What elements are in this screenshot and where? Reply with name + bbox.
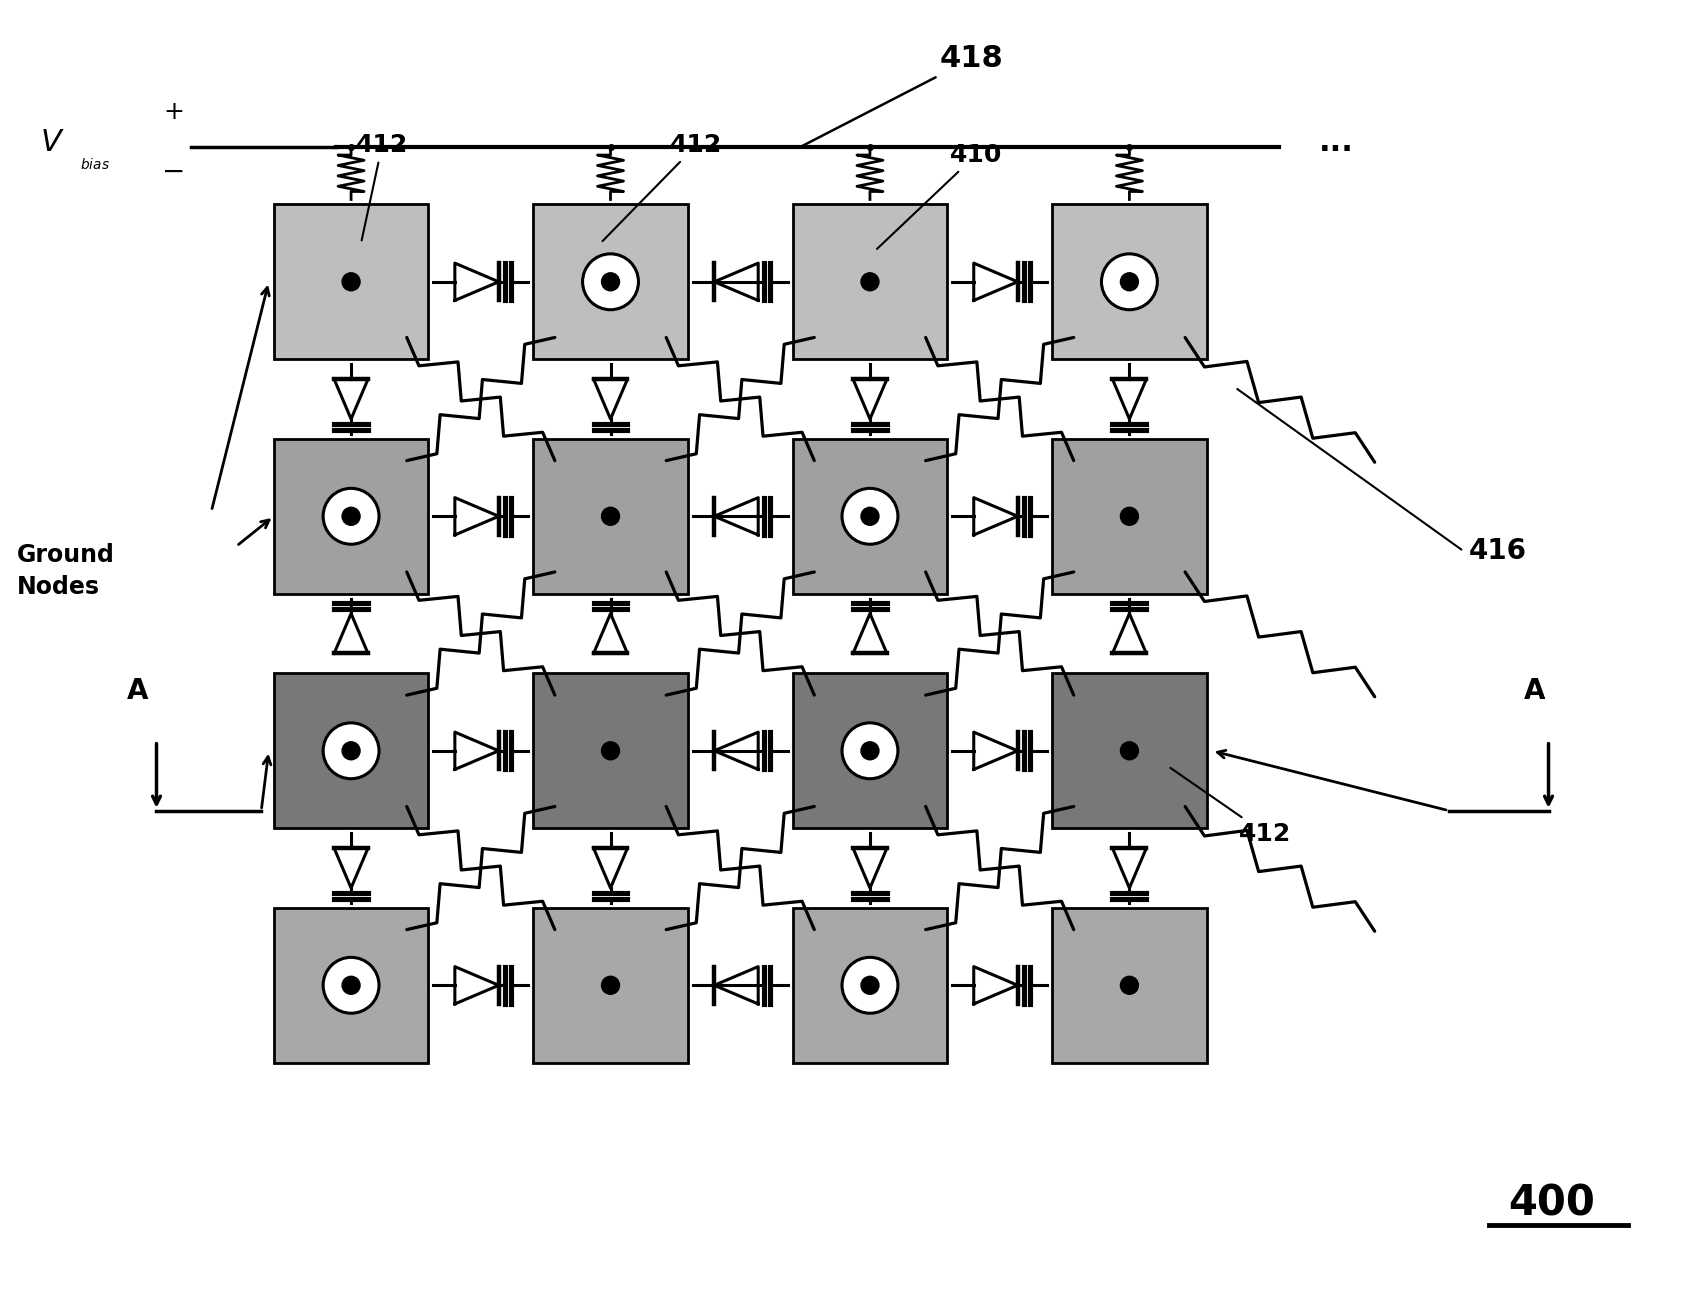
Circle shape [581, 254, 638, 310]
Circle shape [343, 507, 360, 526]
Text: 410: 410 [876, 143, 1001, 248]
Bar [793, 438, 946, 593]
Text: 412: 412 [1170, 768, 1291, 846]
Circle shape [842, 723, 897, 779]
Bar [534, 908, 687, 1063]
Circle shape [343, 742, 360, 760]
Circle shape [861, 273, 878, 290]
Circle shape [602, 742, 619, 760]
Text: −: − [162, 157, 184, 186]
Bar [793, 674, 946, 829]
Text: A: A [126, 677, 148, 705]
Text: A: A [1523, 677, 1545, 705]
Text: 400: 400 [1507, 1183, 1594, 1224]
Bar [793, 204, 946, 359]
Bar [273, 438, 428, 593]
Text: 412: 412 [602, 133, 723, 241]
Circle shape [343, 273, 360, 290]
Circle shape [322, 723, 379, 779]
Text: +: + [164, 100, 184, 124]
Circle shape [861, 742, 878, 760]
Circle shape [861, 976, 878, 994]
Bar [1052, 674, 1205, 829]
Circle shape [602, 273, 619, 290]
Circle shape [1120, 976, 1137, 994]
Circle shape [1120, 742, 1137, 760]
Text: 418: 418 [801, 44, 1003, 146]
Circle shape [1120, 507, 1137, 526]
Circle shape [861, 507, 878, 526]
Bar [534, 438, 687, 593]
Text: 416: 416 [1468, 537, 1526, 565]
Circle shape [842, 958, 897, 1013]
Circle shape [602, 507, 619, 526]
Bar [534, 674, 687, 829]
Bar [1052, 204, 1205, 359]
Bar [1052, 438, 1205, 593]
Circle shape [602, 976, 619, 994]
Circle shape [322, 488, 379, 544]
Bar [793, 908, 946, 1063]
Text: $_{bias}$: $_{bias}$ [80, 152, 109, 172]
Circle shape [842, 488, 897, 544]
Text: ...: ... [1318, 127, 1354, 156]
Circle shape [322, 958, 379, 1013]
Bar [273, 674, 428, 829]
Text: Ground
Nodes: Ground Nodes [17, 544, 114, 598]
Circle shape [343, 976, 360, 994]
Bar [273, 204, 428, 359]
Text: 412: 412 [356, 133, 407, 241]
Circle shape [1101, 254, 1156, 310]
Bar [273, 908, 428, 1063]
Text: $V$: $V$ [39, 127, 65, 156]
Bar [1052, 908, 1205, 1063]
Bar [534, 204, 687, 359]
Circle shape [1120, 273, 1137, 290]
